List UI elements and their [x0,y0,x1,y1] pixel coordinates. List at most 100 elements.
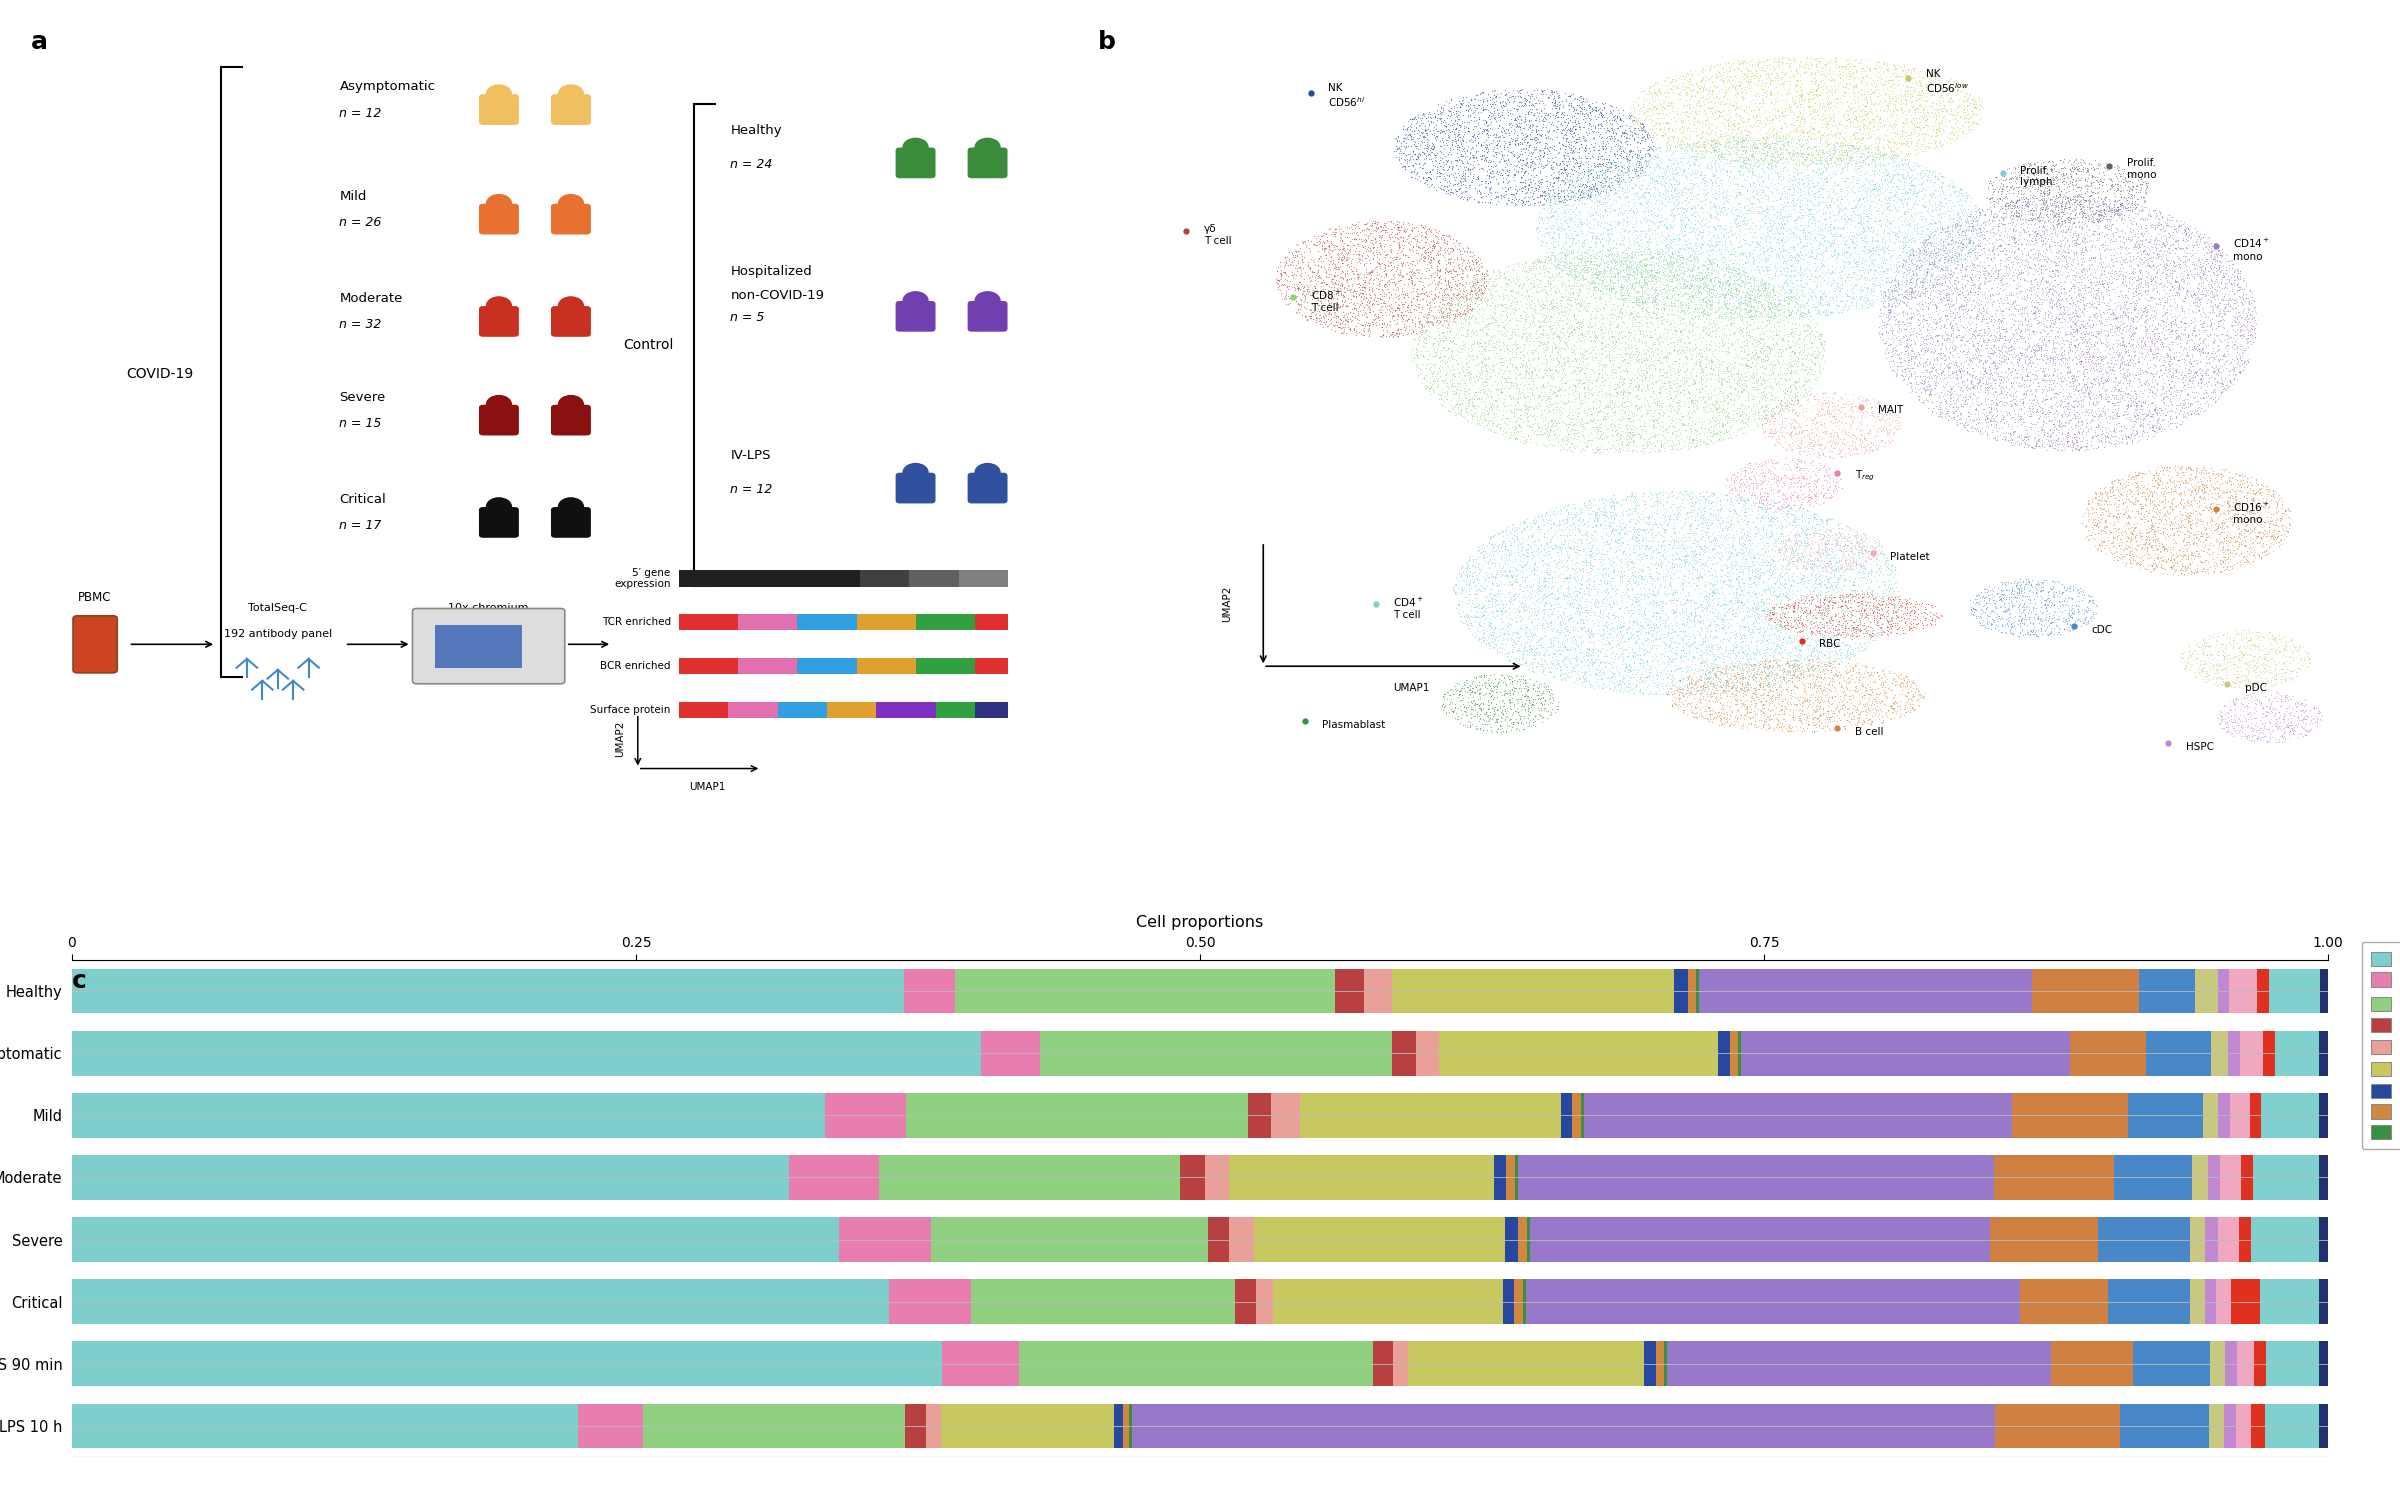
Point [1970,574,2009,598]
Point [1733,62,1771,86]
Point [2172,345,2210,369]
Point [2254,527,2292,551]
Point [1670,386,1709,410]
Point [2098,293,2136,317]
Point [1781,197,1819,221]
Point [1445,104,1483,128]
Point [1392,281,1430,305]
Point [1781,113,1819,137]
Point [1834,583,1872,607]
Point [1920,198,1958,222]
Point [2074,436,2112,460]
Point [1634,185,1673,209]
Point [1990,598,2028,622]
Point [1553,616,1591,640]
Point [1498,419,1536,443]
Point [2062,218,2100,242]
Point [1349,312,1387,336]
Point [1735,347,1774,371]
Point [1678,249,1716,273]
Point [1555,227,1594,251]
Point [2170,360,2208,385]
Point [1918,272,1956,296]
Point [1622,547,1661,571]
Point [1994,388,2033,412]
Point [1538,348,1577,372]
Point [2050,354,2088,379]
Point [1781,512,1819,536]
Point [1927,303,1966,327]
Point [1632,171,1670,195]
Point [1476,584,1514,608]
Point [1690,491,1728,515]
Point [1690,395,1728,419]
Point [1781,707,1819,731]
Point [2054,335,2093,359]
Point [2052,601,2090,625]
Point [1500,581,1538,605]
Point [1634,637,1673,661]
Point [1438,179,1476,203]
Point [1781,653,1819,677]
Point [1726,287,1764,311]
Point [1694,194,1733,218]
Point [1819,120,1858,144]
Point [2004,314,2042,338]
Point [1723,664,1762,688]
Point [1781,195,1819,219]
Point [2095,511,2134,535]
Point [1918,353,1956,377]
Point [1822,146,1860,170]
Point [1464,191,1502,215]
Point [2227,539,2266,563]
Point [1870,422,1908,446]
Point [1514,192,1553,216]
Point [1613,333,1651,357]
Point [1915,237,1954,261]
Point [1543,608,1582,632]
Point [2179,287,2218,311]
Point [1927,194,1966,218]
Point [1601,422,1639,446]
Point [2011,404,2050,428]
Point [1740,189,1778,213]
Point [1670,258,1709,282]
Point [1507,394,1546,418]
Point [1579,170,1618,194]
Point [2009,260,2047,284]
Point [1805,252,1843,276]
Point [2090,177,2129,201]
Point [1807,631,1846,655]
Point [1579,197,1618,221]
Point [2237,500,2275,524]
Point [1860,125,1898,149]
Point [1802,284,1841,308]
Point [1594,602,1632,626]
Point [1702,661,1740,685]
Point [1858,604,1896,628]
Point [1310,242,1349,266]
Point [1486,374,1524,398]
Point [2064,421,2102,445]
Point [1577,416,1615,440]
Point [2194,550,2232,574]
Point [1670,86,1709,110]
Point [1562,406,1601,430]
Point [1714,497,1752,521]
Point [1867,195,1906,219]
Point [1642,523,1680,547]
Point [1310,222,1349,246]
Point [1459,380,1498,404]
Point [2273,710,2311,734]
Point [1723,662,1762,686]
Point [1795,212,1834,236]
Point [1886,272,1925,296]
Point [1836,526,1874,550]
Point [1718,568,1757,592]
Point [1764,275,1802,299]
Point [1502,653,1541,677]
Point [1690,96,1728,120]
Point [1618,509,1656,533]
Point [1642,385,1680,409]
Point [1476,107,1514,131]
